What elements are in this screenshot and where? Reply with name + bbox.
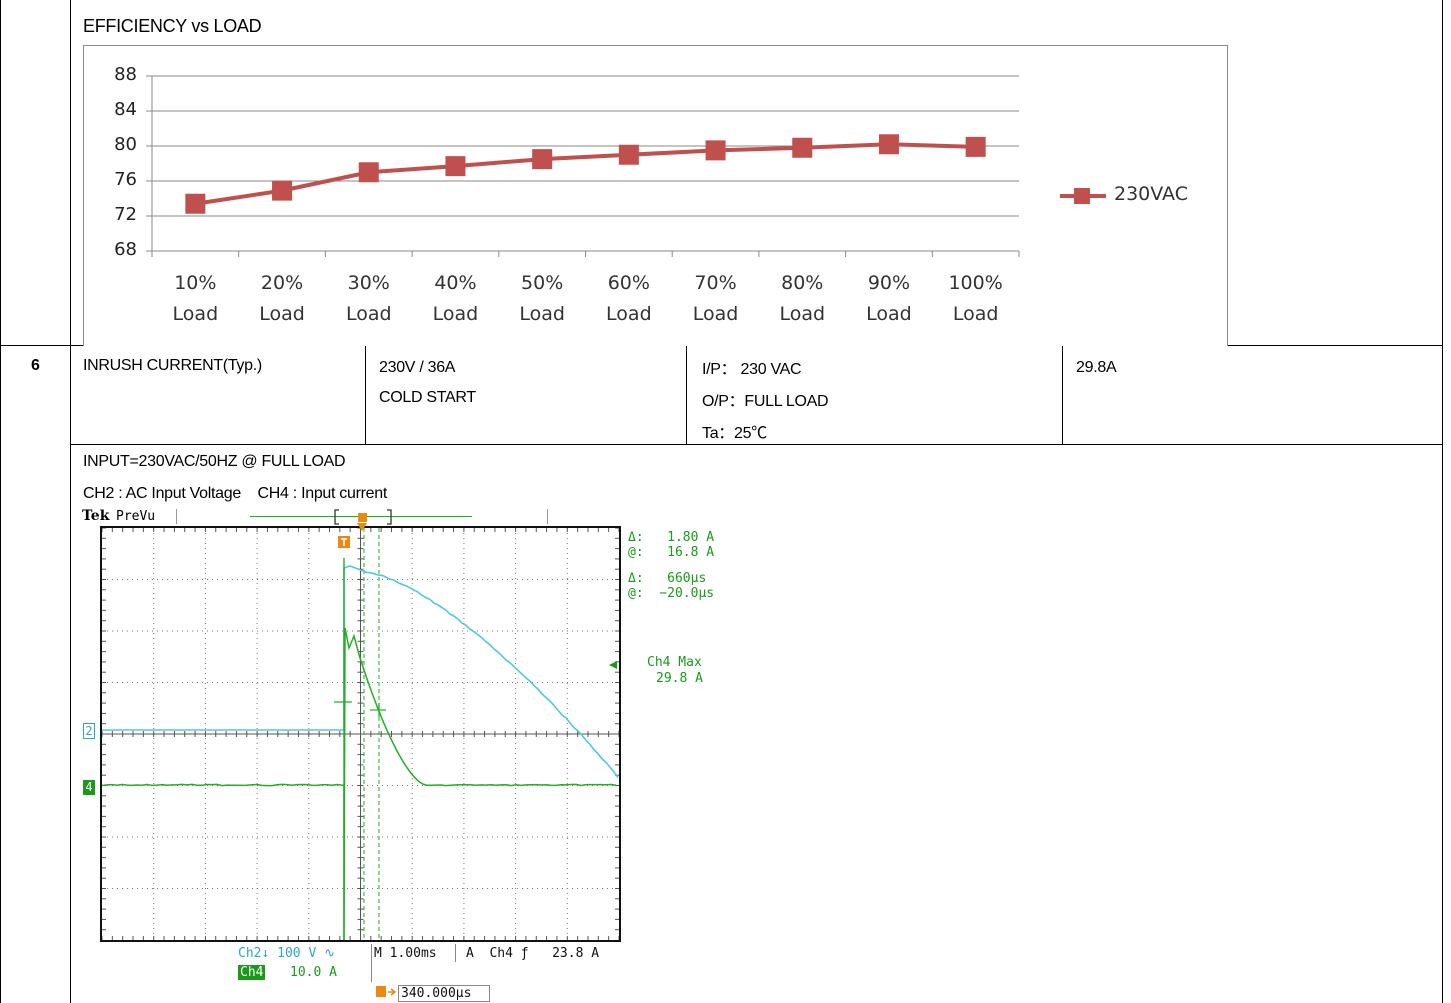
x-tick-label: 30% Load bbox=[329, 268, 409, 330]
x-tick-label: 50% Load bbox=[502, 268, 582, 330]
row6-col2-border bbox=[365, 345, 366, 445]
ch4-label: Ch4 bbox=[238, 965, 265, 980]
result-value: 29.8A bbox=[1076, 359, 1116, 377]
condition-line2: O/P：FULL LOAD bbox=[702, 387, 828, 411]
ch4-marker: 4 bbox=[83, 780, 95, 795]
y-tick-label: 84 bbox=[97, 99, 137, 120]
scope-caption-input: INPUT=230VAC/50HZ @ FULL LOAD bbox=[83, 453, 345, 471]
condition-line1: I/P： 230 VAC bbox=[702, 355, 801, 379]
ch2-marker: 2 bbox=[83, 723, 95, 739]
ch2-setting: Ch2↓ 100 V ∿ bbox=[238, 946, 335, 961]
data-point bbox=[879, 134, 899, 154]
trigger-arrow-icon bbox=[356, 522, 368, 534]
data-point bbox=[272, 181, 292, 201]
data-point bbox=[619, 145, 639, 165]
oscilloscope-screen bbox=[100, 526, 621, 942]
timebase-divider bbox=[455, 944, 456, 962]
condition-line3: Ta：25℃ bbox=[702, 419, 767, 443]
data-point bbox=[532, 149, 552, 169]
x-tick-label: 40% Load bbox=[415, 268, 495, 330]
ch4-max-value: 29.8 A bbox=[656, 671, 703, 686]
data-point bbox=[185, 194, 205, 214]
spec-line1: 230V / 36A bbox=[379, 359, 455, 377]
timebase-setting: M 1.00ms bbox=[374, 946, 437, 961]
y-tick-label: 76 bbox=[97, 169, 137, 190]
table-right-border bbox=[1442, 0, 1443, 1003]
x-tick-label: 60% Load bbox=[589, 268, 669, 330]
row-number: 6 bbox=[31, 357, 40, 375]
scope-mode: PreVu bbox=[116, 509, 155, 524]
spec-line2: COLD START bbox=[379, 389, 476, 407]
y-tick-label: 80 bbox=[97, 134, 137, 155]
trigger-marker-icon bbox=[337, 535, 351, 551]
x-tick-label: 90% Load bbox=[849, 268, 929, 330]
legend-marker-icon bbox=[1058, 186, 1108, 206]
row6-bottom-border bbox=[70, 444, 1443, 445]
y-tick-label: 88 bbox=[97, 64, 137, 85]
series-line bbox=[195, 144, 975, 204]
legend-label: 230VAC bbox=[1114, 183, 1188, 205]
x-tick-label: 100% Load bbox=[936, 268, 1016, 330]
max-pointer-icon bbox=[608, 660, 618, 670]
scope-caption-channels: CH2 : AC Input Voltage CH4 : Input curre… bbox=[83, 485, 387, 503]
data-point bbox=[445, 156, 465, 176]
trigger-position-icon bbox=[375, 985, 397, 999]
data-point bbox=[792, 138, 812, 158]
scope-brand: Tek bbox=[82, 509, 109, 524]
trigger-position: 340.000μs bbox=[398, 985, 490, 1002]
x-tick-label: 10% Load bbox=[155, 268, 235, 330]
meas-delta-time: Δ: 660μs bbox=[628, 571, 706, 586]
ch4-setting: 10.0 A bbox=[290, 965, 337, 980]
meas-at-time: @: −20.0μs bbox=[628, 586, 714, 601]
scope-header-divider bbox=[176, 509, 177, 524]
efficiency-chart: 88 84 80 76 72 68 10% Load 20% Load 30% Load 40% Loa… bbox=[83, 45, 1228, 346]
x-tick-label: 70% Load bbox=[676, 268, 756, 330]
table-left-border bbox=[0, 0, 1, 1003]
ch4-waveform bbox=[102, 628, 616, 940]
item-name: INRUSH CURRENT(Typ.) bbox=[83, 357, 262, 375]
table-col1-border bbox=[70, 0, 71, 1003]
meas-delta-current: Δ: 1.80 A bbox=[628, 530, 714, 545]
trigger-setting: A Ch4 ƒ 23.8 A bbox=[466, 946, 599, 961]
meas-at-current: @: 16.8 A bbox=[628, 545, 714, 560]
oscilloscope-waveforms bbox=[102, 528, 619, 940]
efficiency-title: EFFICIENCY vs LOAD bbox=[83, 16, 261, 37]
y-tick-label: 72 bbox=[97, 204, 137, 225]
y-tick-label: 68 bbox=[97, 239, 137, 260]
x-tick-label: 80% Load bbox=[762, 268, 842, 330]
data-point bbox=[359, 162, 379, 182]
x-tick-label: 20% Load bbox=[242, 268, 322, 330]
data-point bbox=[706, 140, 726, 160]
data-point bbox=[966, 137, 986, 157]
scope-header-divider-right bbox=[547, 509, 548, 524]
row6-col3-border bbox=[686, 345, 687, 445]
ch4-max-label: Ch4 Max bbox=[647, 655, 702, 670]
row6-col4-border bbox=[1062, 345, 1063, 445]
ch2-setting-divider bbox=[371, 944, 372, 982]
